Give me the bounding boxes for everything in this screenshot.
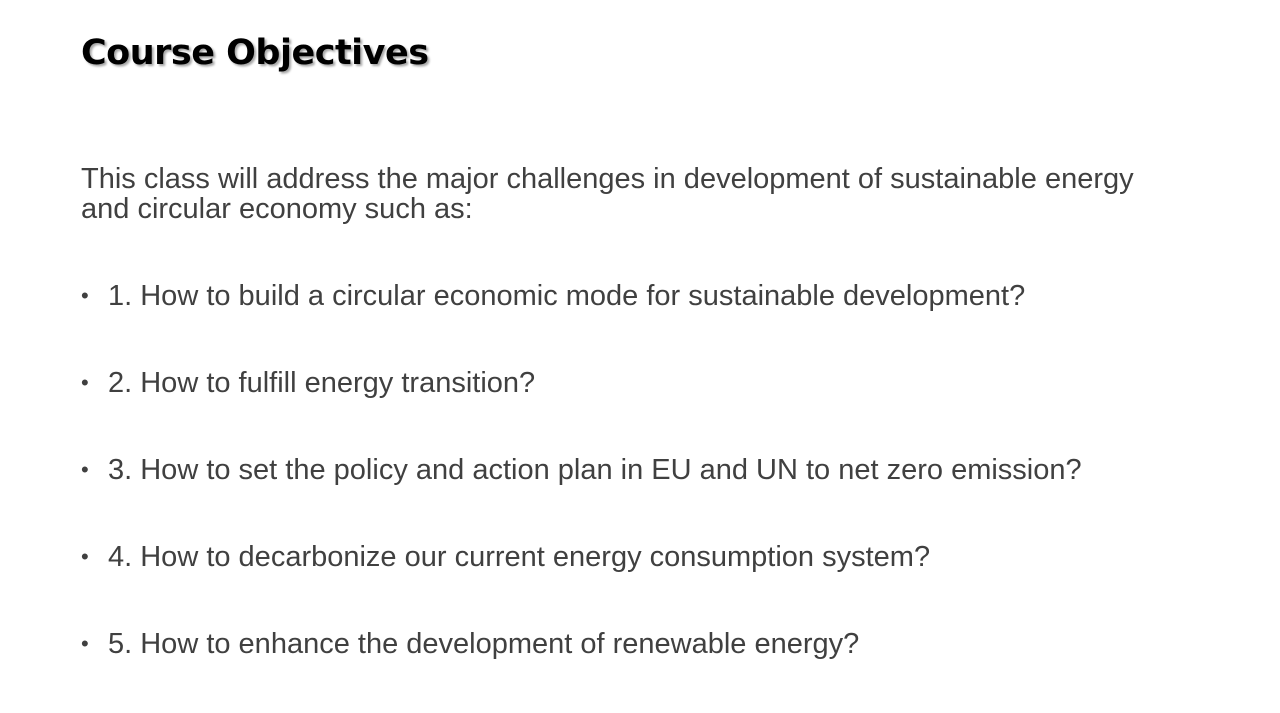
bullet-icon: • <box>81 370 89 395</box>
objective-text: 4. How to decarbonize our current energy… <box>108 541 931 573</box>
bullet-icon: • <box>81 457 89 482</box>
objective-text: 2. How to fulfill energy transition? <box>108 367 536 399</box>
objective-text: 3. How to set the policy and action plan… <box>108 454 1082 486</box>
objective-text: 5. How to enhance the development of ren… <box>108 628 860 660</box>
slide-title: Course Objectives <box>81 33 429 73</box>
intro-paragraph: This class will address the major challe… <box>81 163 1134 225</box>
bullet-icon: • <box>81 631 89 656</box>
bullet-icon: • <box>81 283 89 308</box>
objective-text: 1. How to build a circular economic mode… <box>108 280 1026 312</box>
bullet-icon: • <box>81 544 89 569</box>
